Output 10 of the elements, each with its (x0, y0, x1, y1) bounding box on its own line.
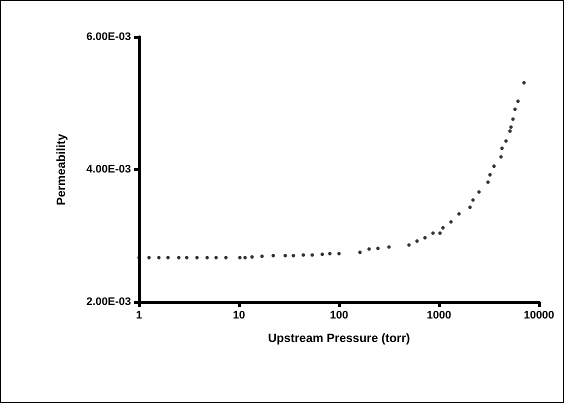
y-tick-label: 6.00E-03 (86, 31, 131, 43)
y-tick-label: 2.00E-03 (86, 296, 131, 308)
x-tick-label: 10 (232, 310, 246, 322)
x-tick-label: 10000 (524, 310, 554, 322)
x-tick-label: 1000 (426, 310, 452, 322)
x-tick-label: 1 (136, 310, 142, 322)
y-axis-title: Permeability (54, 133, 68, 206)
y-tick-label: 4.00E-03 (86, 164, 131, 176)
x-axis-title: Upstream Pressure (torr) (268, 331, 410, 345)
x-tick-label: 100 (330, 310, 348, 322)
